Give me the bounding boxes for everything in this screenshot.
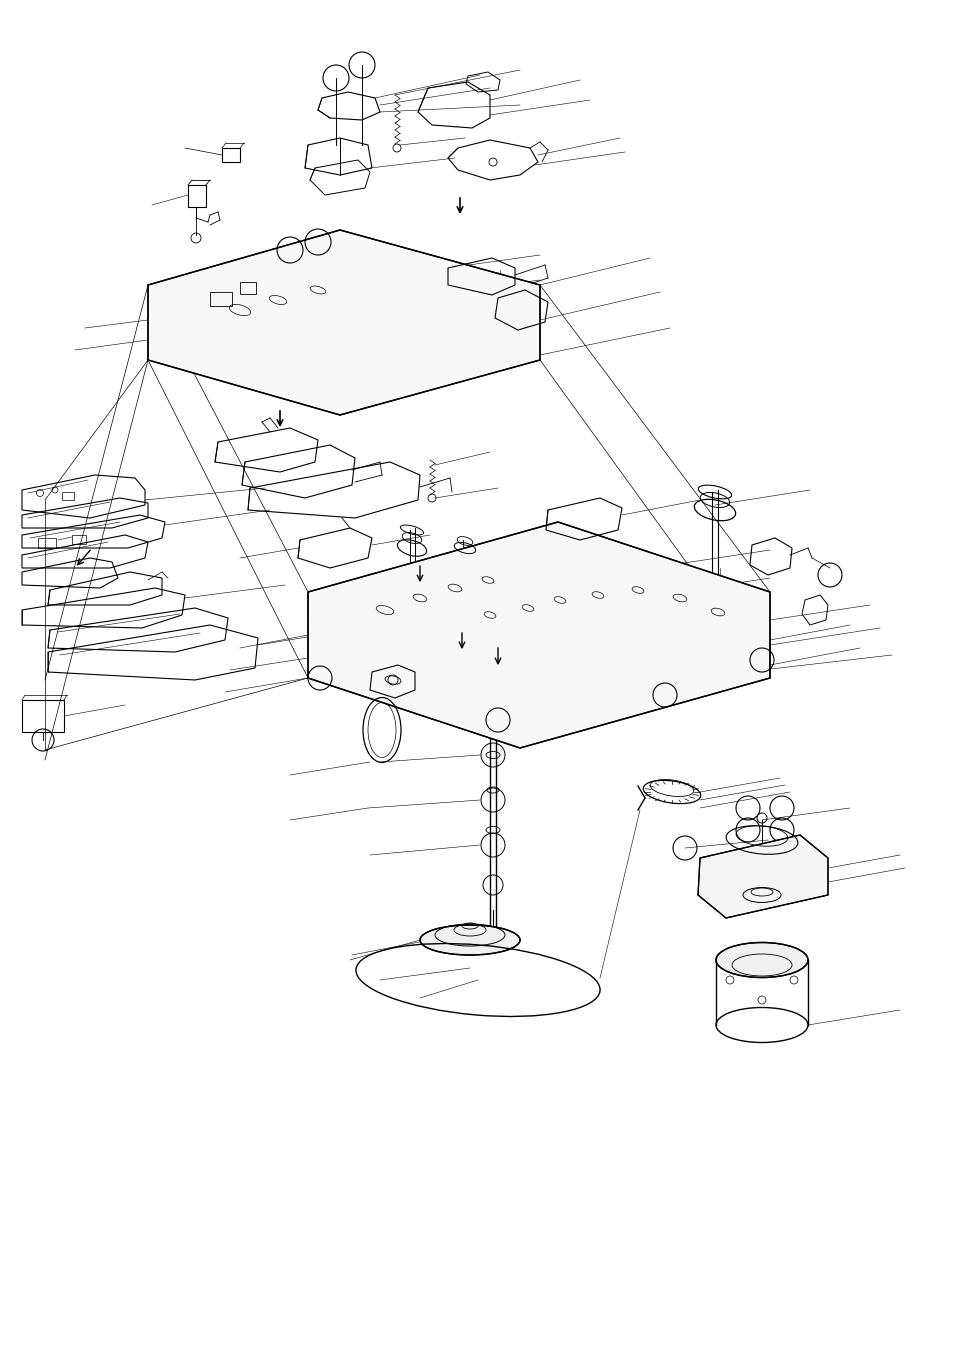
Bar xyxy=(210,292,232,305)
Bar xyxy=(22,700,64,732)
Bar xyxy=(38,538,56,549)
Polygon shape xyxy=(148,230,539,415)
Ellipse shape xyxy=(716,943,807,978)
Bar xyxy=(188,185,206,207)
Bar xyxy=(71,535,86,544)
Bar xyxy=(62,492,74,500)
Polygon shape xyxy=(308,521,769,748)
Bar xyxy=(222,149,240,162)
Ellipse shape xyxy=(419,925,519,955)
Bar xyxy=(240,282,255,295)
Polygon shape xyxy=(698,835,827,917)
